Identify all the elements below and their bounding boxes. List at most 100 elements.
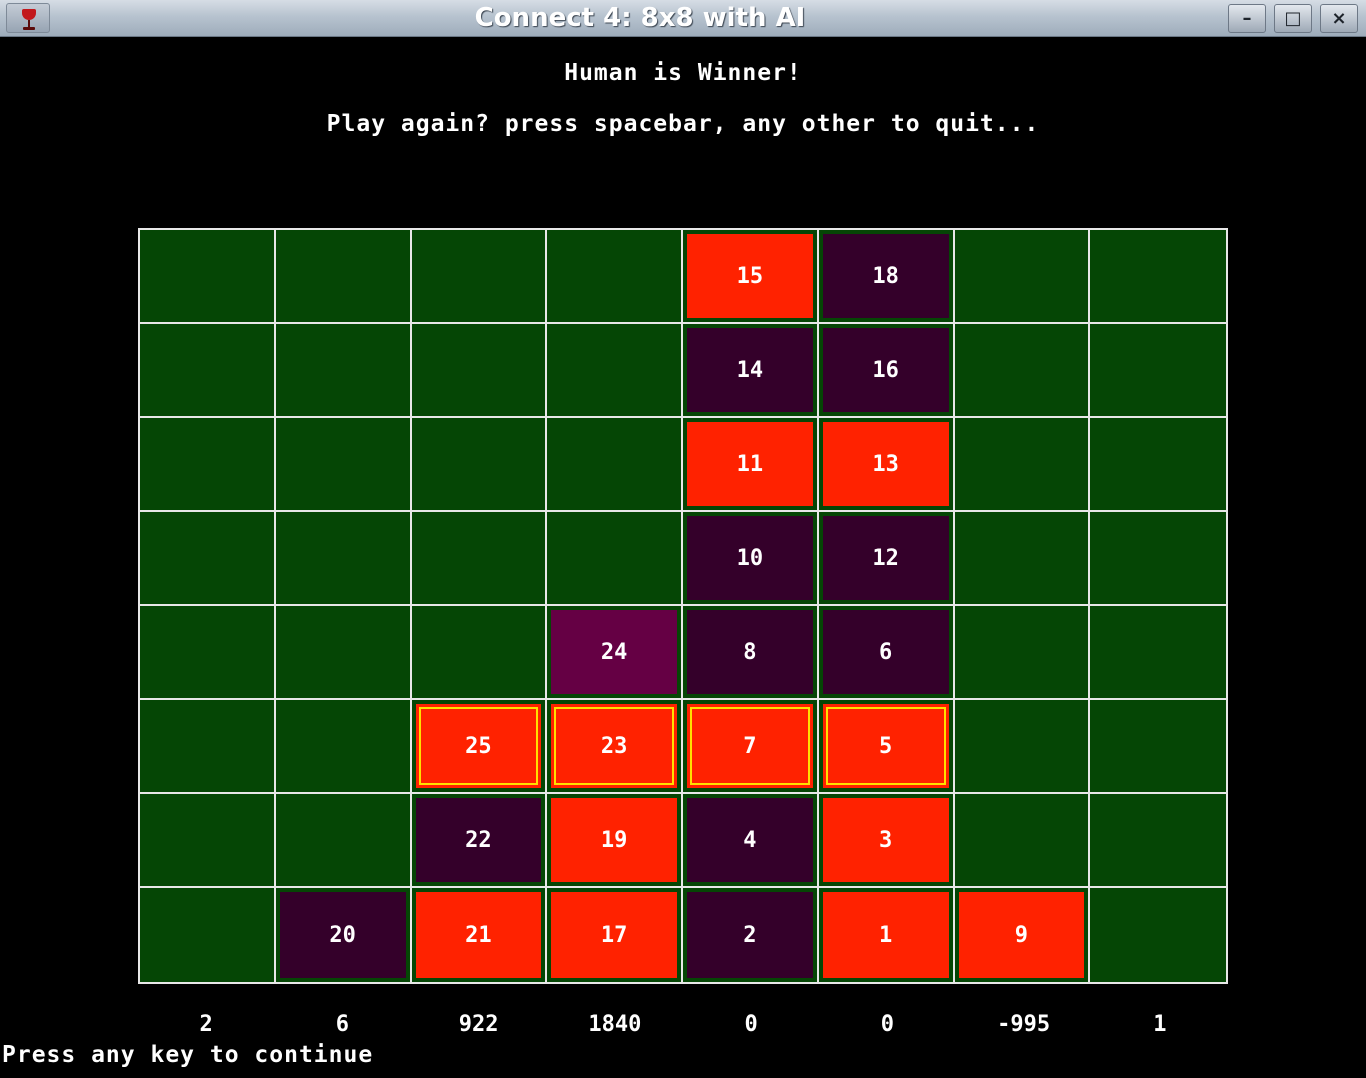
board-cell[interactable]: 24 [547, 606, 683, 700]
column-score: 922 [458, 1012, 499, 1037]
human-piece: 25 [415, 704, 542, 788]
board-cell[interactable]: 4 [683, 794, 819, 888]
column-scores: 2 6 922 1840 0 0 -995 1 [138, 1012, 1228, 1042]
board-cell[interactable]: 10 [683, 512, 819, 606]
board-cell[interactable] [275, 230, 412, 324]
board-cell[interactable]: 14 [683, 324, 819, 418]
board-cell[interactable]: 13 [818, 418, 955, 512]
board-cell[interactable]: 18 [818, 230, 955, 324]
column-score: 1 [1153, 1012, 1167, 1037]
board-cell[interactable]: 25 [411, 700, 548, 794]
human-piece: 7 [687, 704, 813, 788]
board-cell[interactable]: 21 [412, 888, 548, 982]
board-cell[interactable]: 7 [683, 700, 819, 794]
board-cell[interactable] [411, 324, 548, 418]
ai-piece: 22 [415, 798, 542, 882]
continue-prompt: Press any key to continue [2, 1042, 374, 1068]
window-title: Connect 4: 8x8 with AI [474, 3, 806, 33]
board-cell[interactable]: 11 [683, 418, 819, 512]
ai-piece: 6 [822, 610, 949, 694]
close-button[interactable]: × [1320, 4, 1358, 33]
board-cell[interactable]: 12 [818, 512, 955, 606]
board-cell[interactable] [1090, 418, 1226, 512]
board-cell[interactable]: 9 [955, 888, 1091, 982]
board-cell[interactable] [1090, 794, 1226, 888]
maximize-button[interactable]: □ [1274, 4, 1312, 33]
board-cell[interactable] [547, 230, 683, 324]
board-cell[interactable] [954, 324, 1091, 418]
board-cell[interactable]: 5 [818, 700, 955, 794]
board-cell[interactable] [275, 794, 412, 888]
human-piece: 15 [687, 234, 813, 318]
board-cell[interactable]: 1 [819, 888, 955, 982]
board-cell[interactable] [1090, 606, 1226, 700]
board-cell[interactable]: 16 [818, 324, 955, 418]
board-cell[interactable] [140, 888, 276, 982]
human-piece: 11 [687, 422, 813, 506]
board-cell[interactable] [140, 794, 276, 888]
board-cell[interactable] [954, 230, 1091, 324]
human-piece: 1 [822, 892, 949, 978]
board-cell[interactable]: 17 [547, 888, 683, 982]
board-cell[interactable]: 19 [547, 794, 683, 888]
game-board[interactable]: 15 18 14 16 11 13 10 12 24 8 6 25 23 7 5 22 19 4 3 20 21 17 2 1… [138, 228, 1228, 984]
board-cell[interactable] [954, 418, 1091, 512]
board-cell[interactable]: 23 [547, 700, 683, 794]
board-cell[interactable] [140, 606, 276, 700]
play-again-prompt: Play again? press spacebar, any other to… [326, 111, 1040, 137]
board-cell[interactable] [1090, 512, 1226, 606]
board-cell[interactable]: 6 [818, 606, 955, 700]
board-cell[interactable]: 2 [683, 888, 819, 982]
board-cell[interactable] [954, 606, 1091, 700]
board-cell[interactable] [547, 418, 683, 512]
ai-piece: 18 [822, 234, 949, 318]
board-cell[interactable] [140, 700, 276, 794]
human-piece: 21 [415, 892, 542, 978]
board-cell[interactable] [411, 512, 548, 606]
ai-piece: 8 [687, 610, 813, 694]
ai-piece: 24 [551, 610, 677, 694]
minimize-button[interactable]: – [1228, 4, 1266, 33]
board-cell[interactable] [140, 512, 276, 606]
ai-piece: 2 [687, 892, 813, 978]
board-cell[interactable] [954, 512, 1091, 606]
board-cell[interactable]: 20 [276, 888, 412, 982]
ai-piece: 4 [687, 798, 813, 882]
board-cell[interactable] [954, 794, 1091, 888]
board-cell[interactable] [1090, 230, 1226, 324]
board-cell[interactable] [1090, 888, 1226, 982]
column-score: 0 [880, 1012, 894, 1037]
board-cell[interactable] [275, 512, 412, 606]
board-cell[interactable] [140, 230, 276, 324]
board-cell[interactable] [1090, 324, 1226, 418]
board-cell[interactable] [1090, 700, 1226, 794]
column-score: 6 [335, 1012, 349, 1037]
human-piece: 9 [958, 892, 1085, 978]
board-cell[interactable] [411, 230, 548, 324]
board-cell[interactable]: 22 [411, 794, 548, 888]
board-cell[interactable] [140, 418, 276, 512]
wine-glass-icon[interactable] [6, 3, 50, 33]
board-cell[interactable] [140, 324, 276, 418]
board-cell[interactable] [411, 418, 548, 512]
board-cell[interactable]: 8 [683, 606, 819, 700]
winner-message: Human is Winner! [564, 60, 802, 86]
board-cell[interactable] [547, 324, 683, 418]
ai-piece: 16 [822, 328, 949, 412]
human-piece: 3 [822, 798, 949, 882]
ai-piece: 14 [687, 328, 813, 412]
board-cell[interactable] [954, 700, 1091, 794]
human-piece: 17 [551, 892, 677, 978]
board-cell[interactable] [275, 324, 412, 418]
board-cell[interactable] [547, 512, 683, 606]
board-cell[interactable] [275, 606, 412, 700]
ai-piece: 10 [687, 516, 813, 600]
board-cell[interactable]: 3 [818, 794, 955, 888]
board-cell[interactable]: 15 [683, 230, 819, 324]
title-bar: Connect 4: 8x8 with AI – □ × [0, 0, 1366, 37]
board-cell[interactable] [275, 700, 412, 794]
board-cell[interactable] [275, 418, 412, 512]
ai-piece: 12 [822, 516, 949, 600]
board-cell[interactable] [411, 606, 548, 700]
column-score: -995 [997, 1012, 1051, 1037]
